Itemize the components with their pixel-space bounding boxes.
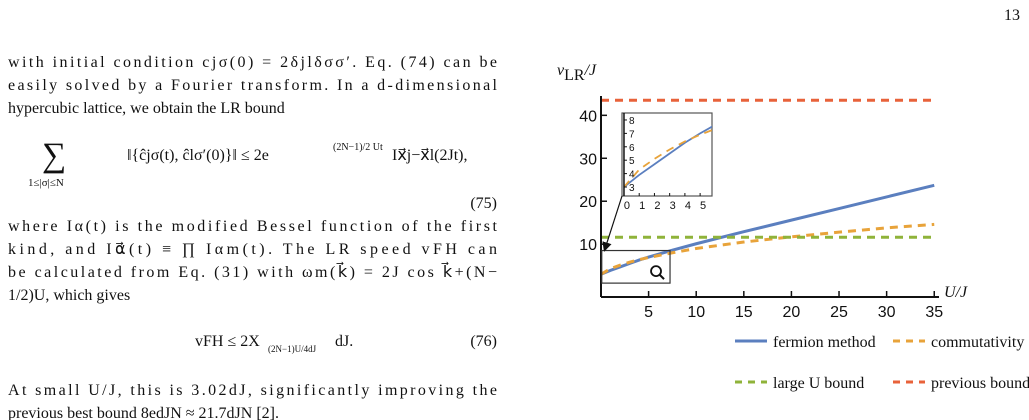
inset-y-tick-label: 6 — [629, 143, 635, 154]
body-text: with initial condition cjσ(0) = 2δjlδσσ′… — [8, 54, 498, 420]
y-label-rest: /J — [584, 62, 597, 79]
y-tick-label: 10 — [579, 237, 597, 254]
zoom-box — [601, 249, 671, 284]
inset-y-tick-label: 4 — [629, 170, 635, 181]
text-line: with initial condition cjσ(0) = 2δjlδσσ′… — [8, 54, 497, 71]
inset-x-tick-label: 5 — [700, 200, 706, 212]
inset-y-tick-label: 7 — [629, 129, 635, 140]
text-line: previous best bound 8edJN ≈ 21.7dJN [2]. — [8, 405, 279, 420]
zoom-arrow — [602, 195, 623, 252]
legend-label: large U bound — [773, 375, 864, 392]
equation: Ix⃗j−x⃗l(2Jt), — [392, 147, 468, 164]
equation-number: (76) — [470, 333, 497, 350]
inset-x-tick-label: 3 — [670, 200, 676, 212]
legend-label: previous bound — [931, 375, 1029, 392]
y-tick-label: 30 — [579, 151, 597, 168]
text-line: 1/2)U, which gives — [8, 287, 130, 304]
series-line — [600, 183, 935, 276]
x-tick-label: 20 — [783, 304, 801, 321]
legend-label: commutativity graph — [931, 334, 1029, 351]
legend-label: fermion method — [773, 334, 876, 351]
x-axis-label: U/J — [944, 284, 968, 301]
y-tick-label: 40 — [579, 108, 597, 125]
inset-x-tick-label: 0 — [624, 200, 630, 212]
text-line: kind, and Iα⃗(t) ≡ ∏ Iαm(t). The LR spee… — [8, 241, 497, 258]
inset-x-tick-label: 4 — [685, 200, 691, 212]
x-tick-label: 35 — [925, 304, 943, 321]
equation-subscript: (2N−1)U/4dJ — [268, 344, 317, 354]
y-axis-label: vLR/J — [557, 62, 597, 84]
equation: vFH ≤ 2X — [195, 333, 260, 350]
page-number: 13 — [1004, 7, 1020, 24]
x-tick-label: 15 — [735, 304, 753, 321]
x-tick-label: 30 — [878, 304, 896, 321]
inset-plot — [623, 125, 712, 188]
magnifier-handle — [659, 274, 665, 280]
text-line: easily solved by a Fourier transform. In… — [8, 77, 498, 94]
equation-sum: ∑ — [42, 137, 66, 174]
inset-x-tick-label: 2 — [654, 200, 660, 212]
equation-number: (75) — [470, 195, 497, 212]
text-line: where Iα(t) is the modified Bessel funct… — [8, 218, 498, 235]
magnifier — [650, 265, 662, 278]
inset-y-tick-label: 5 — [629, 156, 635, 167]
text-line: At small U/J, this is 3.02dJ, significan… — [8, 382, 497, 399]
x-tick-label: 10 — [687, 304, 705, 321]
text-line: hypercubic lattice, we obtain the LR bou… — [8, 100, 285, 117]
x-tick-label: 5 — [644, 304, 653, 321]
equation: ‖{ĉjσ(t), ĉlσ′(0)}‖ ≤ 2e — [127, 147, 269, 164]
inset-x-tick-label: 1 — [639, 200, 645, 212]
inset-y-tick-label: 3 — [629, 183, 635, 194]
x-tick-label: 25 — [830, 304, 848, 321]
y-tick-label: 20 — [579, 194, 597, 211]
equation-range: 1≤|σ|≤N — [28, 177, 64, 189]
equation-exponent: (2N−1)/2 Ut — [333, 142, 383, 153]
text-line: be calculated from Eq. (31) with ωm(k⃗) … — [8, 261, 497, 281]
series-line — [600, 222, 935, 276]
inset-y-tick-label: 8 — [629, 116, 635, 127]
inset-series-line — [623, 125, 712, 188]
y-label-symbol: v — [557, 62, 565, 79]
y-label-subscript: LR — [564, 67, 585, 84]
equation: dJ. — [335, 333, 353, 350]
